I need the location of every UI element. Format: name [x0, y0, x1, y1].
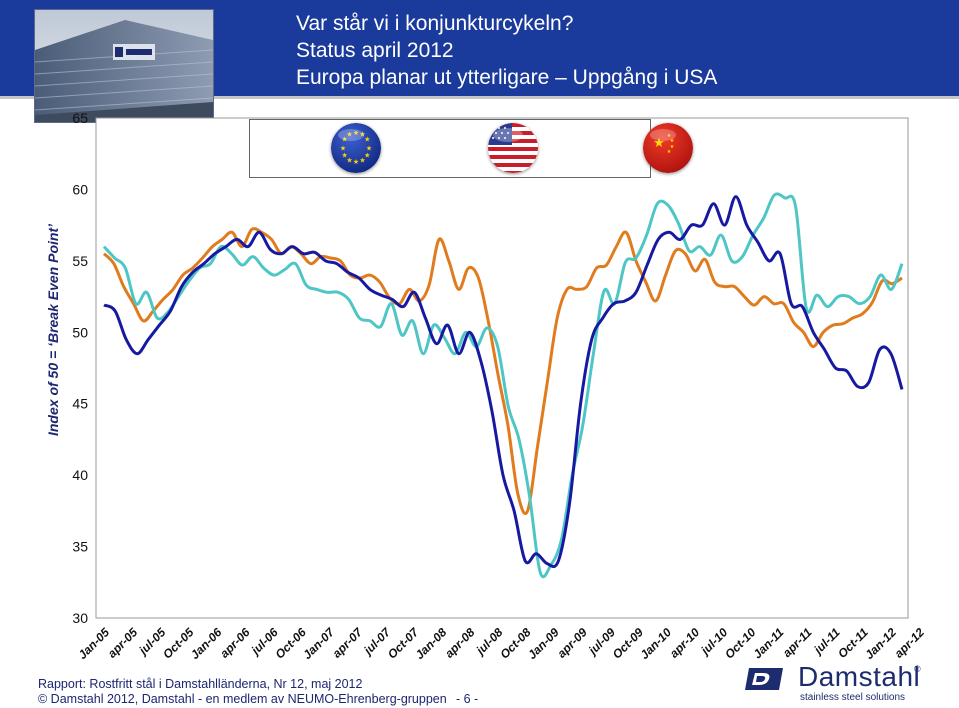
- us-flag: [488, 123, 538, 173]
- y-axis-label: Index of 50 = ‘Break Even Point’: [45, 223, 61, 437]
- svg-text:★: ★: [366, 145, 372, 153]
- svg-text:★: ★: [359, 156, 365, 164]
- svg-text:★: ★: [342, 152, 348, 160]
- y-tick-label: 40: [72, 467, 88, 483]
- svg-text:★: ★: [353, 129, 359, 137]
- series-line-2: [102, 192, 904, 579]
- x-tick-label: Jan-08: [413, 625, 450, 662]
- y-tick-label: 55: [72, 253, 88, 269]
- china-flag: ★ ★ ★ ★ ★: [643, 123, 693, 173]
- x-tick-label: apr-07: [330, 624, 366, 660]
- x-tick-label: apr-12: [892, 625, 928, 661]
- svg-text:★: ★: [364, 136, 370, 144]
- building-photo: [34, 9, 214, 123]
- header-divider: [0, 96, 959, 99]
- x-tick-label: Jan-11: [750, 625, 786, 661]
- x-tick-label: apr-11: [780, 625, 815, 660]
- y-tick-label: 30: [72, 610, 88, 626]
- series-line-3: [103, 195, 904, 568]
- x-axis-ticks: Jan-05apr-05jul-05Oct-05Jan-06apr-06jul-…: [75, 624, 927, 662]
- svg-text:★: ★: [359, 131, 365, 139]
- eu-flag: ★ ★ ★ ★ ★ ★ ★ ★ ★ ★ ★ ★: [331, 123, 381, 173]
- svg-text:★: ★: [364, 152, 370, 160]
- svg-text:★: ★: [670, 144, 675, 150]
- x-tick-label: apr-10: [667, 625, 703, 661]
- y-tick-label: 35: [72, 539, 88, 555]
- svg-text:★: ★: [667, 149, 672, 155]
- svg-text:★: ★: [340, 145, 346, 153]
- x-tick-label: Jan-10: [637, 625, 674, 662]
- x-tick-label: apr-08: [442, 625, 478, 661]
- page-number: - 6 -: [456, 692, 479, 706]
- x-tick-label: apr-05: [105, 625, 141, 661]
- y-tick-label: 65: [72, 110, 88, 126]
- y-tick-label: 60: [72, 181, 88, 197]
- damstahl-logo-text: Damstahl: [798, 661, 921, 692]
- svg-text:★: ★: [346, 156, 352, 164]
- series-lines: [102, 192, 904, 579]
- x-tick-label: Jan-09: [525, 625, 562, 662]
- footer-report-line: Rapport: Rostfritt stål i Damstahlländer…: [38, 677, 363, 691]
- damstahl-logo-icon: [745, 668, 783, 690]
- x-tick-label: Jan-06: [188, 625, 225, 662]
- svg-text:★: ★: [653, 136, 665, 151]
- x-tick-label: Jan-05: [75, 625, 112, 662]
- title-line-1: Var står vi i konjunkturcykeln?: [296, 12, 574, 35]
- slide-title: Var står vi i konjunkturcykeln? Status a…: [296, 10, 717, 91]
- x-tick-label: Jan-12: [862, 625, 899, 662]
- y-axis-ticks: 30 35 40 45 50 55 60 65: [72, 110, 88, 626]
- footer-copyright-line: © Damstahl 2012, Damstahl - en medlem av…: [38, 692, 447, 706]
- x-tick-label: Jan-07: [300, 624, 338, 662]
- svg-text:★: ★: [353, 158, 359, 166]
- legend-flag-box: ★ ★ ★ ★ ★ ★ ★ ★ ★ ★ ★ ★: [249, 119, 693, 178]
- svg-text:★: ★: [342, 136, 348, 144]
- title-line-2: Status april 2012: [296, 39, 454, 62]
- title-line-3: Europa planar ut ytterligare – Uppgång i…: [296, 66, 718, 89]
- series-line-1: [102, 227, 903, 516]
- x-tick-label: apr-06: [217, 625, 253, 661]
- x-tick-label: Oct-10: [722, 625, 759, 662]
- x-tick-label: apr-09: [554, 625, 590, 661]
- svg-text:★: ★: [670, 138, 675, 144]
- registered-mark: ®: [914, 664, 921, 674]
- logo-tagline: stainless steel solutions: [800, 692, 906, 703]
- svg-text:★: ★: [667, 133, 672, 139]
- svg-text:★: ★: [346, 131, 352, 139]
- y-tick-label: 45: [72, 396, 88, 412]
- y-tick-label: 50: [72, 324, 88, 340]
